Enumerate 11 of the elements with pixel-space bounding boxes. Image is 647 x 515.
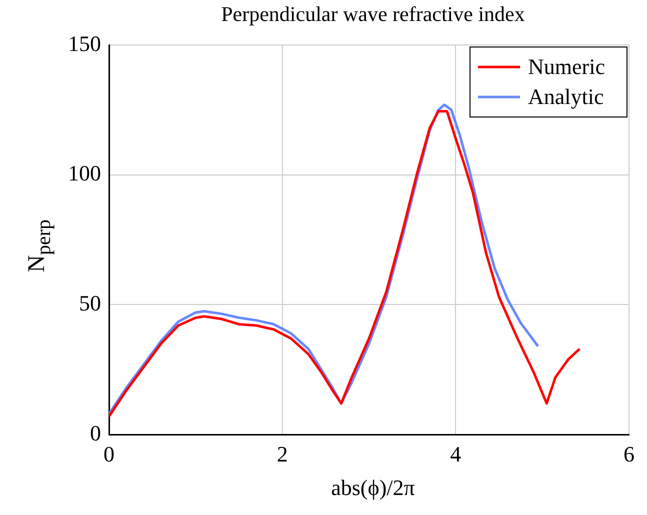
x-tick-label: 4 [450, 442, 462, 467]
y-tick-label: 0 [90, 420, 101, 446]
y-tick-label: 50 [79, 290, 101, 316]
legend-label: Analytic [528, 84, 604, 109]
chart-title: Perpendicular wave refractive index [220, 2, 526, 27]
x-axis-title: abs(ϕ)/2π [330, 475, 416, 501]
x-tick-label: 6 [624, 442, 634, 467]
legend-label: Numeric [528, 54, 606, 79]
x-tick-label: 2 [276, 442, 288, 467]
y-tick-label: 100 [68, 160, 101, 186]
y-tick-label: 150 [68, 30, 101, 56]
